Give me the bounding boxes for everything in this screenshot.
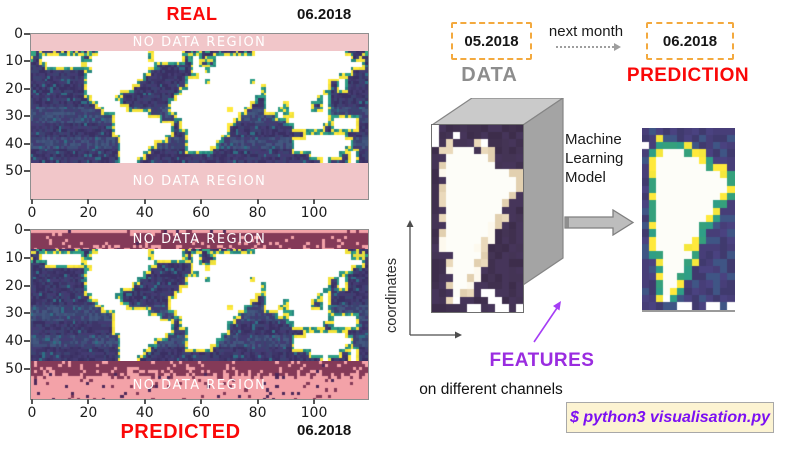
x-tick-mark (143, 199, 146, 204)
predicted-map-plot: NO DATA REGION NO DATA REGION 0 10 20 30 40 5… (5, 222, 369, 421)
y-tick-label: 20 (5, 277, 23, 294)
arrowhead-icon (614, 43, 621, 51)
x-tick-label: 100 (300, 205, 328, 221)
x-tick-label: 20 (79, 405, 98, 421)
x-tick-mark (143, 399, 146, 404)
no-data-label: NO DATA REGION (132, 35, 267, 50)
x-tick-label: 80 (248, 205, 267, 221)
ml-model-label: Machine Learning Model (565, 131, 624, 186)
terminal-command-box: $ python3 visualisation.py (566, 402, 774, 433)
real-date: 06.2018 (297, 6, 352, 23)
y-tick-mark (24, 229, 30, 231)
y-tick-mark (24, 87, 30, 90)
y-tick-mark (24, 60, 30, 63)
coordinate-axes-icon (406, 220, 462, 339)
y-tick-label: 10 (5, 53, 23, 70)
y-tick-label: 50 (5, 163, 23, 179)
output-date-label: 06.2018 (662, 32, 718, 50)
y-tick-mark (24, 256, 30, 259)
x-tick-label: 100 (300, 405, 328, 421)
next-month-label: next month (548, 23, 624, 40)
y-tick-mark (24, 170, 30, 172)
x-tick-mark (256, 199, 259, 204)
y-tick-label: 10 (5, 249, 23, 266)
y-tick-mark (24, 340, 30, 343)
x-tick-mark (256, 399, 259, 404)
x-tick-label: 60 (192, 405, 211, 421)
x-tick-label: 40 (135, 205, 154, 221)
no-data-band-bottom-real: NO DATA REGION (31, 163, 368, 199)
x-tick-label: 0 (27, 405, 37, 421)
no-data-label: NO DATA REGION (132, 173, 267, 189)
y-tick-mark (24, 284, 30, 287)
y-tick-label: 30 (5, 108, 23, 125)
x-tick-mark (200, 399, 203, 404)
no-data-band-bottom-predicted: NO DATA REGION (31, 361, 368, 399)
real-map-plot: NO DATA REGION NO DATA REGION 0 10 20 30 40 5… (5, 26, 369, 221)
no-data-band-top-texture (31, 230, 368, 249)
x-tick-mark (313, 399, 315, 404)
x-tick-label: 60 (192, 205, 211, 221)
x-tick-mark (87, 399, 90, 404)
real-title: REAL (166, 4, 218, 24)
cube-front-map (432, 125, 523, 312)
predicted-world-heatmap (31, 249, 368, 361)
model-arrow-icon (564, 209, 635, 236)
y-tick-mark (24, 115, 30, 118)
y-tick-label: 0 (14, 26, 23, 42)
x-tick-label: 0 (27, 205, 37, 221)
x-tick-mark (31, 399, 33, 404)
y-tick-label: 50 (5, 361, 23, 377)
no-data-band-bottom-texture (31, 361, 368, 399)
y-tick-mark (24, 368, 30, 370)
x-tick-mark (87, 199, 90, 204)
prediction-map (642, 128, 735, 312)
no-data-band-top-real: NO DATA REGION (31, 34, 368, 51)
terminal-command-text: $ python3 visualisation.py (569, 408, 771, 426)
real-world-heatmap (31, 51, 368, 163)
data-label: DATA (461, 64, 518, 86)
channels-label: on different channels (419, 381, 563, 398)
no-data-band-top-predicted: NO DATA REGION (31, 230, 368, 249)
next-month-arrow-icon (556, 43, 621, 51)
y-tick-mark (24, 312, 30, 315)
x-tick-mark (31, 199, 33, 204)
input-date-label: 05.2018 (464, 32, 519, 50)
predicted-date: 06.2018 (297, 422, 352, 439)
x-tick-label: 40 (135, 405, 154, 421)
coordinates-axis-label: coordinates (384, 258, 400, 334)
output-date-box: 06.2018 (646, 22, 734, 60)
y-tick-mark (24, 142, 30, 145)
cube-side-face (522, 98, 564, 287)
prediction-label: PREDICTION (626, 65, 750, 86)
features-arrow-icon (533, 301, 561, 343)
x-tick-mark (313, 199, 315, 204)
features-label: FEATURES (489, 350, 595, 371)
data-cube (432, 98, 564, 287)
y-tick-mark (24, 33, 30, 35)
input-date-box: 05.2018 (451, 22, 532, 60)
x-tick-mark (200, 199, 203, 204)
x-tick-label: 80 (248, 405, 267, 421)
predicted-title: PREDICTED (120, 421, 241, 443)
x-tick-label: 20 (79, 205, 98, 221)
y-tick-label: 20 (5, 80, 23, 97)
y-tick-label: 40 (5, 333, 23, 350)
y-tick-label: 0 (14, 222, 23, 238)
y-tick-label: 30 (5, 305, 23, 322)
y-tick-label: 40 (5, 135, 23, 152)
